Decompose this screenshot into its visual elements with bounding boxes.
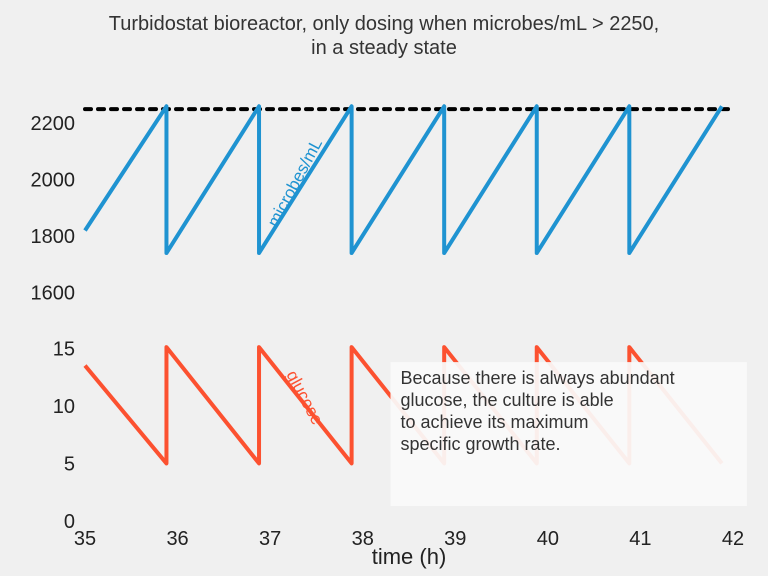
microbes-label: microbes/mL — [264, 135, 326, 230]
y-tick-bottom: 5 — [64, 453, 75, 475]
y-tick-bottom: 15 — [53, 338, 75, 360]
glucose-label: glucose — [282, 367, 326, 428]
y-tick-bottom: 0 — [64, 511, 75, 533]
turbidostat-chart: Turbidostat bioreactor, only dosing when… — [0, 0, 768, 576]
x-tick-label: 35 — [74, 528, 96, 550]
x-tick-label: 40 — [537, 528, 559, 550]
x-tick-label: 37 — [259, 528, 281, 550]
x-tick-label: 36 — [166, 528, 188, 550]
y-tick-top: 1600 — [31, 283, 76, 305]
x-tick-label: 38 — [352, 528, 374, 550]
annotation-line: glucose, the culture is able — [400, 390, 613, 410]
x-tick-label: 39 — [444, 528, 466, 550]
annotation-line: Because there is always abundant — [400, 368, 674, 388]
y-tick-bottom: 10 — [53, 396, 75, 418]
annotation-line: to achieve its maximum — [400, 412, 588, 432]
annotation-line: specific growth rate. — [400, 434, 560, 454]
chart-title-line2: in a steady state — [311, 37, 457, 59]
y-tick-top: 2200 — [31, 113, 76, 135]
microbes-series — [85, 106, 722, 253]
x-tick-label: 42 — [722, 528, 744, 550]
chart-title-line1: Turbidostat bioreactor, only dosing when… — [109, 13, 660, 35]
y-tick-top: 1800 — [31, 226, 76, 248]
x-tick-label: 41 — [629, 528, 651, 550]
y-tick-top: 2000 — [31, 170, 76, 192]
x-axis-label: time (h) — [372, 544, 447, 569]
